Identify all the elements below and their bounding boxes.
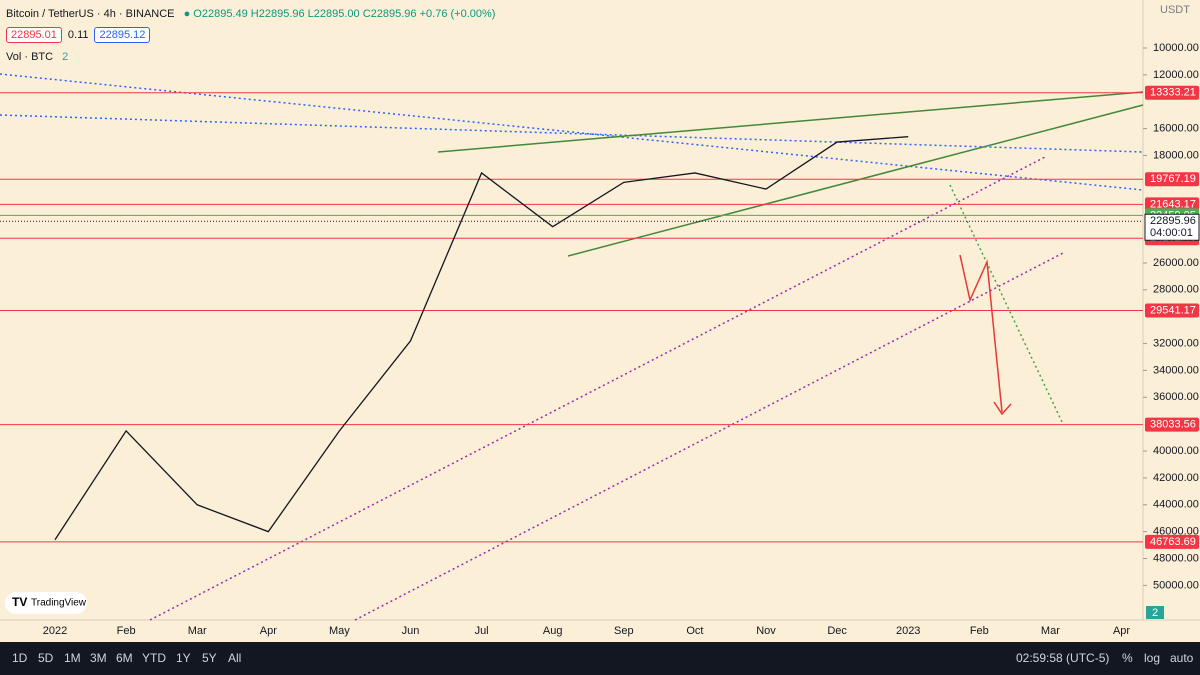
- chart: USDT TV TradingView 2 10000.00 12000.00 16…: [0, 0, 1200, 637]
- level-label-bg: [1145, 534, 1199, 549]
- channel-line: [354, 251, 1066, 621]
- y-tick-label: 32000.00: [1153, 337, 1199, 349]
- logo-text: TradingView: [31, 598, 87, 609]
- level-label: 29541.17: [1150, 304, 1196, 316]
- volume-badge-text: 2: [1152, 607, 1158, 619]
- x-tick-label: Oct: [686, 625, 703, 637]
- y-tick-label: 12000.00: [1153, 69, 1199, 81]
- logo-badge: [5, 592, 87, 614]
- y-tick-label: 36000.00: [1153, 391, 1199, 403]
- x-tick-label: Jul: [475, 625, 489, 637]
- y-tick-label: 16000.00: [1153, 123, 1199, 135]
- range-button[interactable]: 5Y: [202, 651, 217, 665]
- percent-toggle[interactable]: %: [1122, 651, 1133, 665]
- ohlc: ●: [183, 8, 194, 20]
- x-tick-label: Aug: [543, 625, 563, 637]
- volume-label: Vol · BTC: [6, 51, 54, 63]
- level-label: 38033.56: [1150, 419, 1196, 431]
- x-tick-label: Apr: [1113, 625, 1130, 637]
- log-toggle[interactable]: log: [1144, 651, 1161, 665]
- projection-line: [949, 184, 1064, 425]
- x-tick-label: Jun: [402, 625, 420, 637]
- level-label-bg: [1145, 417, 1199, 432]
- wedge-line: [567, 104, 1144, 257]
- logo-mark: TV: [12, 595, 27, 609]
- last-price-label: 22895.96: [1150, 215, 1196, 227]
- volume-legend: Vol · BTC 2: [6, 51, 68, 63]
- drawings: [0, 73, 1144, 621]
- range-button[interactable]: 5D: [38, 651, 54, 665]
- level-label-bg: [1145, 303, 1199, 318]
- x-tick-label: Dec: [827, 625, 847, 637]
- channel-line: [149, 156, 1046, 621]
- ask[interactable]: 22895.12: [94, 27, 151, 43]
- header-line: Bitcoin / TetherUS · 4h · BINANCE ● O228…: [6, 8, 495, 20]
- x-tick-label: 2023: [896, 625, 920, 637]
- quote-boxes: 22895.01 0.11 22895.12: [6, 27, 156, 43]
- x-tick-label: Sep: [614, 625, 634, 637]
- y-tick-label: 50000.00: [1153, 579, 1199, 591]
- symbol: Bitcoin / TetherUS · 4h · BINANCE: [6, 8, 175, 20]
- y-tick-label: 40000.00: [1153, 445, 1199, 457]
- trend-line: [0, 114, 1144, 153]
- x-tick-label: Nov: [756, 625, 776, 637]
- y-tick-label: 44000.00: [1153, 499, 1199, 511]
- y-tick-label: 26000.00: [1153, 257, 1199, 269]
- range-button[interactable]: 6M: [116, 651, 133, 665]
- wedge-line: [437, 91, 1144, 153]
- level-label: 21643.17: [1150, 198, 1196, 210]
- range-button[interactable]: 1M: [64, 651, 81, 665]
- x-tick-label: Feb: [970, 625, 989, 637]
- y-tick-label: 48000.00: [1153, 552, 1199, 564]
- x-tick-label: Apr: [260, 625, 277, 637]
- arrow-head: [993, 401, 1012, 416]
- bid[interactable]: 22895.01: [6, 27, 62, 43]
- level-label-bg: [1145, 85, 1199, 100]
- spread: 0.11: [67, 29, 89, 41]
- axis-unit: USDT: [1160, 4, 1190, 16]
- x-tick-label: Mar: [1041, 625, 1060, 637]
- level-label: 19767.19: [1150, 173, 1196, 185]
- clock: 02:59:58 (UTC-5): [1016, 651, 1110, 665]
- level-label: 46763.69: [1150, 536, 1196, 548]
- x-tick-label: May: [329, 625, 350, 637]
- y-tick-label: 28000.00: [1153, 284, 1199, 296]
- level-label: 13333.21: [1150, 87, 1196, 99]
- last-price-bg: [1144, 213, 1200, 241]
- level-label-bg: [1145, 197, 1199, 212]
- y-tick-label: 10000.00: [1153, 42, 1199, 54]
- price-line: [54, 136, 909, 541]
- range-button[interactable]: All: [228, 651, 242, 665]
- range-button[interactable]: 1Y: [176, 651, 191, 665]
- ohlc-values: O22895.49 H22895.96 L22895.00 C22895.96 …: [193, 8, 496, 20]
- y-tick-label: 42000.00: [1153, 472, 1199, 484]
- x-tick-label: Mar: [188, 625, 207, 637]
- y-tick-label: 46000.00: [1153, 526, 1199, 538]
- range-button[interactable]: 3M: [90, 651, 107, 665]
- countdown: 04:00:01: [1150, 227, 1193, 239]
- volume-value: 2: [62, 51, 69, 63]
- trend-line: [0, 73, 1144, 191]
- toolbar: 02:59:58 (UTC-5) % log auto 1D 5D 1M 3M 6M YT…: [0, 642, 1200, 675]
- range-button[interactable]: 1D: [12, 651, 28, 665]
- auto-toggle[interactable]: auto: [1170, 651, 1194, 665]
- volume-badge: [1146, 606, 1164, 619]
- x-tick-label: 2022: [43, 625, 67, 637]
- projection-arrow: [959, 254, 1003, 413]
- range-button[interactable]: YTD: [142, 651, 166, 665]
- level-label-bg: [1145, 172, 1199, 187]
- y-tick-label: 34000.00: [1153, 364, 1199, 376]
- x-tick-label: Feb: [117, 625, 136, 637]
- logo: TV TradingView: [5, 592, 87, 614]
- y-tick-label: 18000.00: [1153, 149, 1199, 161]
